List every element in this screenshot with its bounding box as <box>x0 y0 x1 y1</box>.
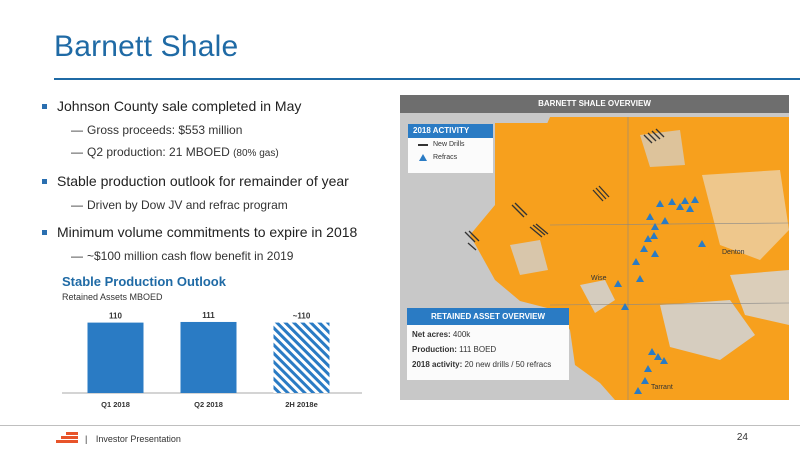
map-label-denton: Denton <box>722 249 745 256</box>
drill-line-icon <box>418 144 428 146</box>
retained-title: RETAINED ASSET OVERVIEW <box>407 308 569 325</box>
activity-value: 20 new drills / 50 refracs <box>464 360 552 369</box>
chart-subtitle: Retained Assets MBOED <box>62 292 163 302</box>
sub-bullet-text: Gross proceeds: $553 million <box>87 123 243 137</box>
chart-data-label: 110 <box>109 312 122 321</box>
bullet-item: Stable production outlook for remainder … <box>40 172 390 191</box>
bullet-square-icon <box>42 104 47 109</box>
production-row: Production: 111 BOED <box>407 344 569 355</box>
company-logo <box>56 432 78 443</box>
bullet-square-icon <box>42 230 47 235</box>
legend-title: 2018 ACTIVITY <box>408 124 493 138</box>
slide-title: Barnett Shale <box>54 30 239 63</box>
barnett-shale-map: BARNETT SHALE OVERVIEW 2018 ACTIVITY New… <box>400 95 789 400</box>
dash-marker: — <box>71 249 83 263</box>
bullet-square-icon <box>42 179 47 184</box>
legend-label: Refracs <box>433 154 458 161</box>
chart-category-label: Q1 2018 <box>101 400 130 409</box>
sub-bullet-text: Q2 production: 21 MBOED <box>87 145 230 159</box>
chart-bar <box>273 322 330 393</box>
legend-item-new-drills: New Drills <box>408 138 493 151</box>
bullet-item: Johnson County sale completed in May <box>40 97 390 116</box>
legend-label: New Drills <box>433 141 465 148</box>
net-acres-value: 400k <box>452 330 471 339</box>
sub-bullet-text: Driven by Dow JV and refrac program <box>87 198 288 212</box>
activity-label: 2018 activity: <box>412 360 463 369</box>
chart-data-label: 111 <box>202 311 215 320</box>
production-value: 111 BOED <box>459 345 497 354</box>
chart-category-label: Q2 2018 <box>194 400 223 409</box>
bullet-text: Minimum volume commitments to expire in … <box>57 224 358 240</box>
map-label-tarrant: Tarrant <box>651 384 673 391</box>
footer-label: | Investor Presentation <box>85 434 181 444</box>
chart-bar <box>180 321 237 393</box>
net-acres-row: Net acres: 400k <box>407 329 569 340</box>
map-legend: 2018 ACTIVITY New Drills Refracs <box>408 124 493 173</box>
footer-title: Investor Presentation <box>95 434 181 444</box>
bullet-item: Minimum volume commitments to expire in … <box>40 223 390 242</box>
map-header: BARNETT SHALE OVERVIEW <box>400 95 789 113</box>
production-label: Production: <box>412 345 457 354</box>
net-acres-label: Net acres: <box>412 330 451 339</box>
bullet-text: Johnson County sale completed in May <box>57 98 302 114</box>
sub-bullet-item: — ~$100 million cash flow benefit in 201… <box>40 248 390 264</box>
chart-data-label: ~110 <box>293 312 311 321</box>
refrac-triangle-icon <box>419 154 427 161</box>
footer-divider <box>0 425 800 426</box>
footer-separator: | <box>85 434 88 444</box>
activity-row: 2018 activity: 20 new drills / 50 refrac… <box>407 359 569 370</box>
production-bar-chart: 110 Q1 2018 111 Q2 2018 ~110 2H 2018e <box>62 311 362 409</box>
sub-bullet-text: ~$100 million cash flow benefit in 2019 <box>87 249 294 263</box>
sub-bullet-item: — Q2 production: 21 MBOED (80% gas) <box>40 144 390 162</box>
retained-asset-panel: RETAINED ASSET OVERVIEW Net acres: 400k … <box>407 308 569 380</box>
title-divider <box>54 78 800 80</box>
page-number: 24 <box>736 432 748 443</box>
sub-bullet-item: — Driven by Dow JV and refrac program <box>40 197 390 213</box>
bullet-text: Stable production outlook for remainder … <box>57 173 349 189</box>
dash-marker: — <box>71 198 83 212</box>
chart-category-label: 2H 2018e <box>285 400 318 409</box>
chart-bar <box>87 322 144 393</box>
sub-bullet-note: (80% gas) <box>233 148 279 159</box>
map-label-wise: Wise <box>591 275 607 282</box>
legend-item-refracs: Refracs <box>408 151 493 164</box>
dash-marker: — <box>71 145 83 159</box>
chart-title: Stable Production Outlook <box>62 274 226 289</box>
sub-bullet-item: — Gross proceeds: $553 million <box>40 122 390 138</box>
dash-marker: — <box>71 123 83 137</box>
bullet-list: Johnson County sale completed in May — G… <box>40 92 390 264</box>
